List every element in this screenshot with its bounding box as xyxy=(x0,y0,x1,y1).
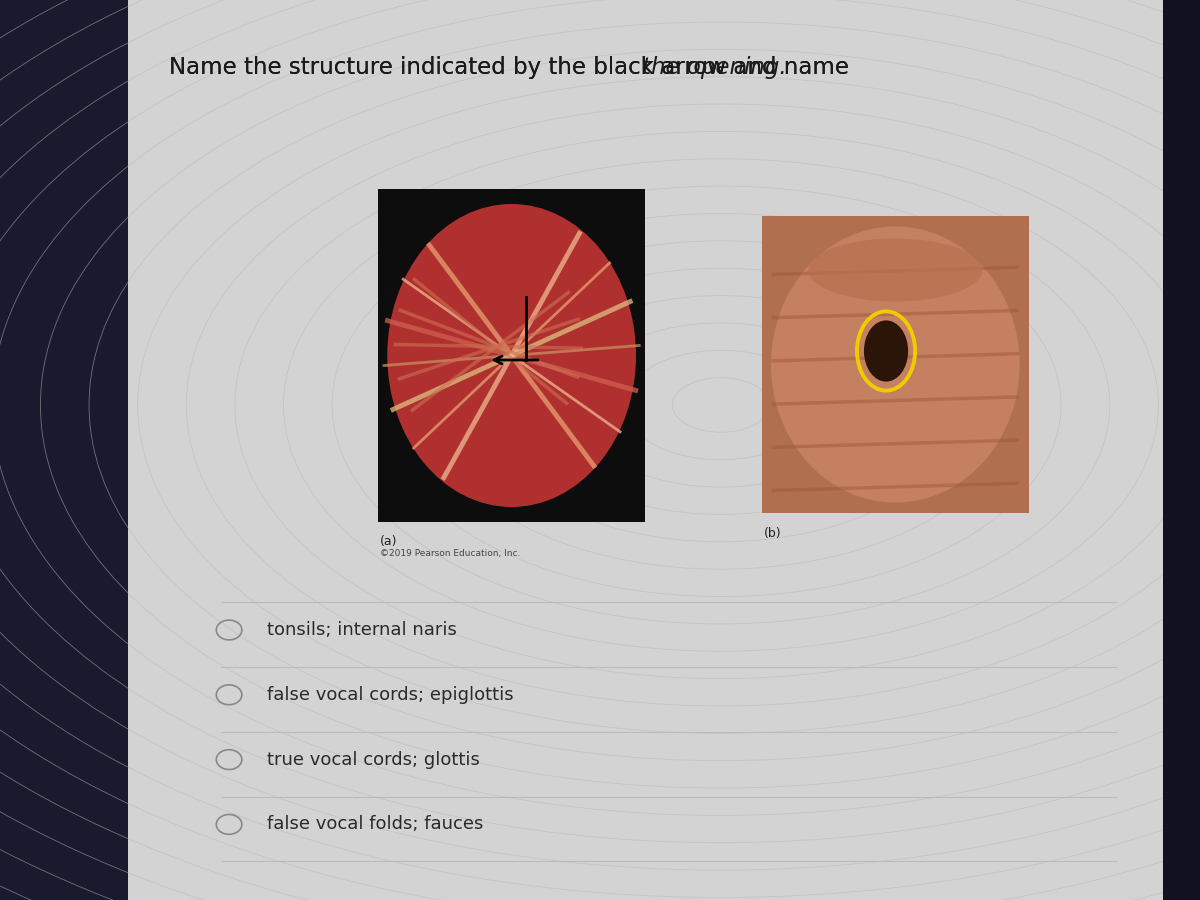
Text: false vocal cords; epiglottis: false vocal cords; epiglottis xyxy=(268,686,514,704)
Text: (b): (b) xyxy=(764,526,781,539)
Text: true vocal cords; glottis: true vocal cords; glottis xyxy=(268,751,480,769)
FancyBboxPatch shape xyxy=(762,216,1030,513)
Ellipse shape xyxy=(864,320,908,382)
Text: Name the structure indicated by the black arrow and name: Name the structure indicated by the blac… xyxy=(169,56,856,79)
FancyBboxPatch shape xyxy=(0,0,128,900)
Text: Name the structure indicated by the black arrow and name: Name the structure indicated by the blac… xyxy=(169,56,856,79)
Text: ©2019 Pearson Education, Inc.: ©2019 Pearson Education, Inc. xyxy=(380,549,521,558)
FancyBboxPatch shape xyxy=(128,0,1163,900)
Ellipse shape xyxy=(770,227,1020,502)
FancyBboxPatch shape xyxy=(378,189,646,522)
Text: (a): (a) xyxy=(380,536,397,548)
Ellipse shape xyxy=(388,204,636,507)
Text: the opening.: the opening. xyxy=(642,56,787,79)
Ellipse shape xyxy=(809,238,983,302)
Text: Name the structure indicated by the black arrow and name the opening.: Name the structure indicated by the blac… xyxy=(169,56,1001,79)
Text: tonsils; internal naris: tonsils; internal naris xyxy=(268,621,457,639)
Text: false vocal folds; fauces: false vocal folds; fauces xyxy=(268,815,484,833)
